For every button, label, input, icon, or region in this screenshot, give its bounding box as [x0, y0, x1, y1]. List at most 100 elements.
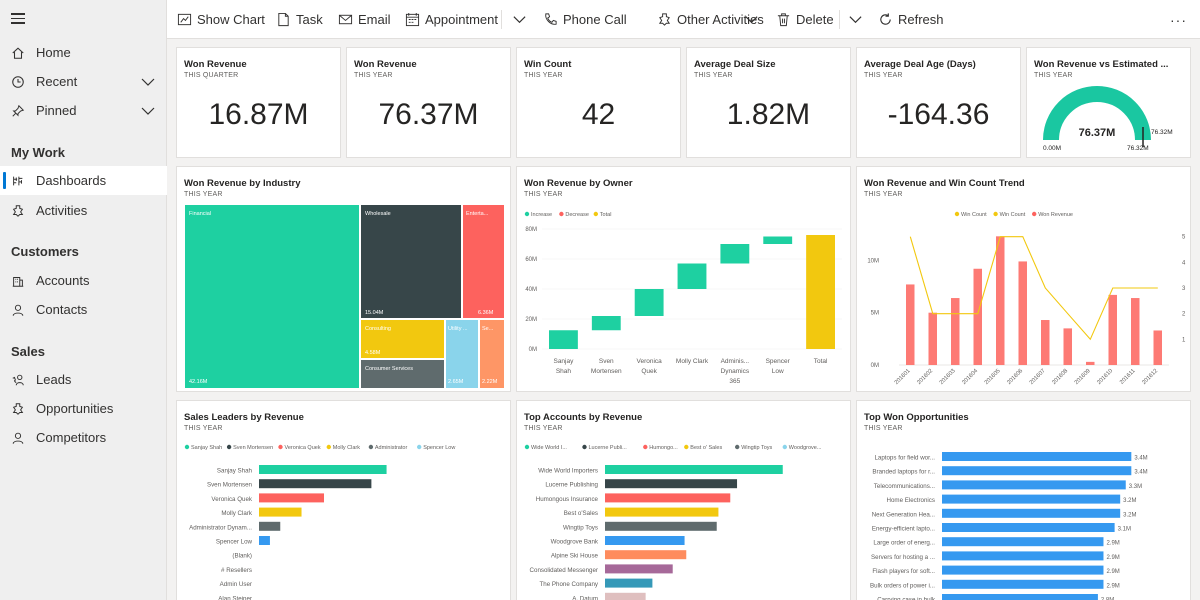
x-tick-label: 201608: [1051, 368, 1069, 386]
accounts-tile[interactable]: Top Accounts by Revenue THIS YEAR Wide W…: [516, 400, 851, 600]
bar: [259, 479, 372, 489]
category-label: Alpine Ski House: [551, 553, 599, 560]
bar: [942, 523, 1115, 532]
bar: [942, 565, 1104, 575]
bar: [605, 578, 653, 588]
person-icon: [0, 431, 36, 445]
gear-icon: [0, 402, 36, 416]
leaders-tile[interactable]: Sales Leaders by Revenue THIS YEAR Sanja…: [176, 400, 511, 600]
task-button[interactable]: Task: [276, 0, 323, 39]
x-tick-label: 201612: [1141, 368, 1159, 386]
treemap-cell-consumer-services: [361, 360, 444, 388]
email-icon: [338, 14, 353, 25]
command-bar: Show Chart Task Email Appointment Phone …: [167, 0, 1200, 39]
opportunities-tile[interactable]: Top Won Opportunities THIS YEAR Laptops …: [856, 400, 1191, 600]
treemap-label: Utility ...: [448, 326, 468, 332]
kpi-value: 42: [581, 98, 616, 131]
tile-subtitle: THIS YEAR: [864, 425, 903, 432]
bar: [605, 564, 673, 574]
kpi-tile-average-deal-age[interactable]: Average Deal Age (Days) THIS YEAR -164.3…: [856, 47, 1021, 158]
bar: [605, 479, 738, 489]
category-label: Telecommunications...: [874, 483, 935, 490]
email-button[interactable]: Email: [338, 0, 391, 39]
legend-marker: [954, 211, 960, 217]
y-tick-label: 80M: [525, 227, 537, 233]
other-activities-dropdown[interactable]: [744, 0, 764, 39]
tile-title: Average Deal Size: [694, 59, 776, 70]
category-label: Next Generation Hea...: [872, 511, 936, 518]
kpi-tile-won-revenue-year[interactable]: Won Revenue THIS YEAR 76.37M: [346, 47, 511, 158]
waterfall-tile[interactable]: Won Revenue by Owner THIS YEAR Increase D…: [516, 166, 851, 392]
more-commands-button[interactable]: ···: [1170, 11, 1187, 28]
phone-call-button[interactable]: Phone Call: [543, 0, 627, 39]
y2-tick-label: 5: [1182, 235, 1186, 241]
x-tick-label: 201606: [1006, 368, 1024, 386]
bar: [942, 579, 1104, 589]
tile-subtitle: THIS YEAR: [1034, 72, 1073, 79]
revenue-bar: [1086, 361, 1095, 365]
sidebar-item-activities[interactable]: Activities: [0, 196, 167, 225]
category-label: Home Electronics: [887, 497, 936, 504]
gauge-max-label: 76.32M: [1127, 145, 1149, 152]
sidebar-item-competitors[interactable]: Competitors: [0, 423, 167, 452]
other-activities-button[interactable]: Other Activities: [657, 0, 764, 39]
bar: [605, 507, 719, 517]
treemap-label: Wholesale: [365, 211, 391, 217]
clock-icon: [0, 75, 36, 89]
waterfall-total-bar: [806, 235, 835, 349]
x-tick-label: Sven: [599, 358, 614, 365]
sidebar-item-label: Recent: [36, 74, 78, 89]
section-my-work: My Work: [11, 145, 65, 160]
revenue-bar: [996, 236, 1005, 365]
appointment-button[interactable]: Appointment: [405, 0, 498, 39]
show-chart-button[interactable]: Show Chart: [177, 0, 265, 39]
gauge-chart: 76.37M 0.00M 76.32M 76.32M: [1043, 86, 1173, 152]
chevron-down-icon[interactable]: [141, 104, 155, 119]
sidebar-item-label: Dashboards: [36, 173, 107, 188]
sidebar-item-pinned[interactable]: Pinned: [0, 96, 167, 125]
bar: [942, 508, 1121, 518]
sidebar-item-label: Contacts: [36, 302, 88, 317]
treemap-tile[interactable]: Won Revenue by Industry THIS YEAR Financ…: [176, 166, 511, 392]
leaders-chart: Sanjay Shah Sven Mortensen Veronica Quek Mo…: [184, 444, 455, 600]
x-tick-label: 201609: [1074, 368, 1092, 386]
sidebar-item-recent[interactable]: Recent: [0, 67, 167, 96]
refresh-button[interactable]: Refresh: [878, 0, 944, 39]
data-label: 3.1M: [1118, 527, 1131, 533]
legend-marker: [735, 444, 740, 450]
gauge-tile[interactable]: Won Revenue vs Estimated ... THIS YEAR 7…: [1026, 47, 1191, 158]
sidebar-item-home[interactable]: Home: [0, 38, 167, 67]
delete-dropdown[interactable]: [848, 0, 868, 39]
sidebar-item-contacts[interactable]: Contacts: [0, 295, 167, 324]
delete-button[interactable]: Delete: [776, 0, 834, 39]
waterfall-bar: [549, 330, 578, 349]
hamburger-menu-icon[interactable]: [11, 13, 25, 25]
x-tick-label: Total: [814, 358, 828, 365]
bar: [605, 536, 685, 545]
tile-subtitle: THIS YEAR: [524, 425, 563, 432]
kpi-tile-average-deal-size[interactable]: Average Deal Size THIS YEAR 1.82M: [686, 47, 851, 158]
divider: [839, 10, 840, 29]
x-tick-label: Mortensen: [591, 368, 622, 375]
category-label: Bulk orders of power i...: [870, 582, 935, 589]
bar: [259, 493, 325, 503]
sidebar-item-dashboards[interactable]: Dashboards: [0, 166, 167, 195]
category-label: Sven Mortensen: [207, 482, 253, 489]
treemap-cell-wholesale: [361, 205, 461, 318]
legend-marker: [184, 444, 190, 450]
revenue-bar: [1018, 261, 1027, 365]
sidebar-item-opportunities[interactable]: Opportunities: [0, 394, 167, 423]
sidebar-item-accounts[interactable]: Accounts: [0, 266, 167, 295]
kpi-tile-win-count[interactable]: Win Count THIS YEAR 42: [516, 47, 681, 158]
chevron-down-icon[interactable]: [141, 75, 155, 90]
sidebar-item-leads[interactable]: Leads: [0, 365, 167, 394]
more-activities-dropdown[interactable]: [512, 0, 532, 39]
x-tick-label: Shah: [556, 368, 572, 375]
category-label: Wingtip Toys: [563, 524, 598, 531]
treemap-label: Enterta...: [466, 211, 489, 217]
bar: [259, 507, 302, 517]
kpi-tile-won-revenue-quarter[interactable]: Won Revenue THIS QUARTER 16.87M: [176, 47, 341, 158]
kpi-value: 1.82M: [726, 98, 811, 131]
revenue-bar: [928, 312, 937, 365]
combo-tile[interactable]: Won Revenue and Win Count Trend THIS YEA…: [856, 166, 1191, 392]
